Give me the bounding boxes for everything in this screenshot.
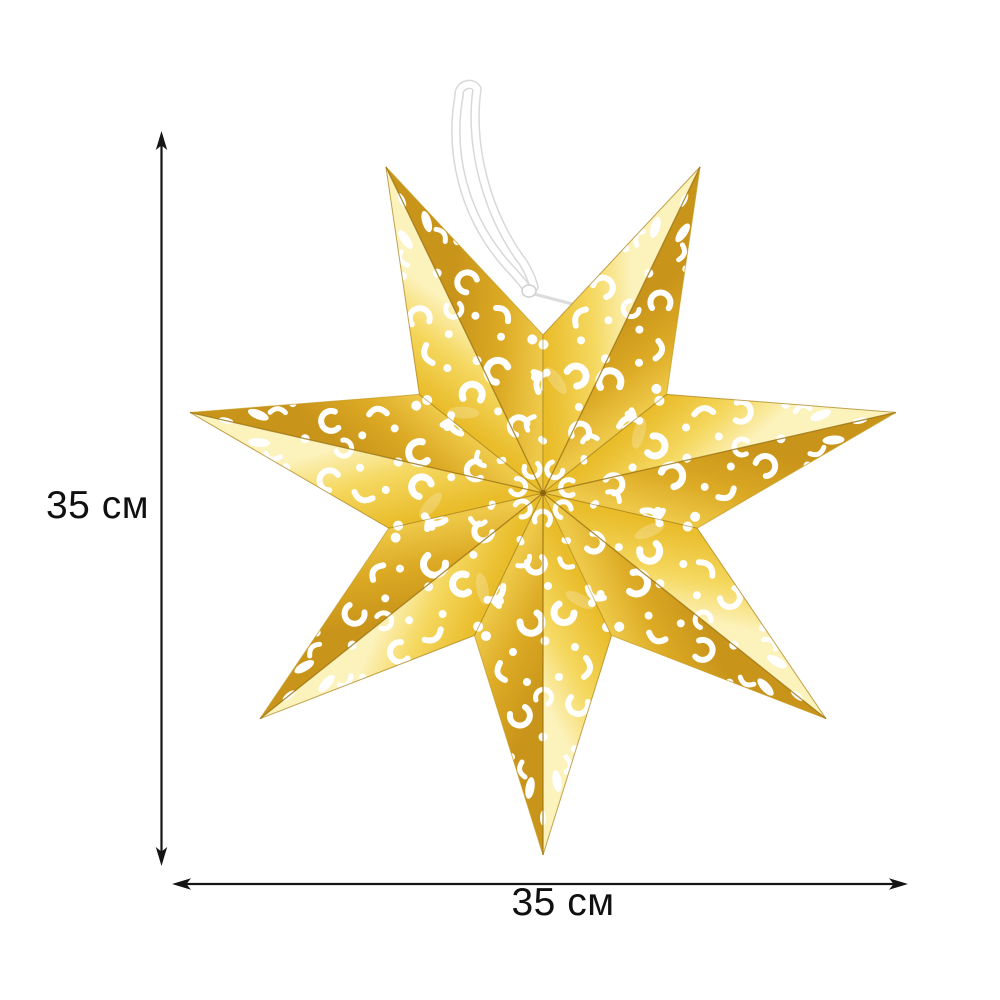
- ribbon-knot: [521, 284, 537, 298]
- gold-paper-star: [175, 137, 911, 855]
- width-dimension-arrow: [172, 878, 908, 890]
- width-label: 35 см: [511, 881, 615, 924]
- arrow-up-icon: [155, 131, 168, 150]
- height-dimension-arrow: [155, 131, 168, 866]
- arrow-right-icon: [889, 878, 908, 890]
- star-center: [540, 490, 546, 496]
- height-label: 35 см: [45, 484, 150, 527]
- hanging-ribbon: [451, 79, 582, 308]
- arrow-down-icon: [155, 847, 168, 866]
- arrow-left-icon: [172, 878, 191, 890]
